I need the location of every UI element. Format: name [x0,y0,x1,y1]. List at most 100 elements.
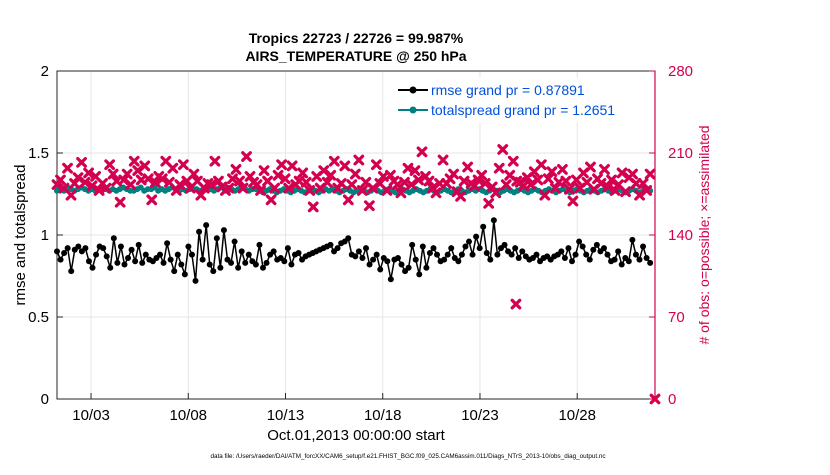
rmse-point [412,256,419,263]
rmse-point [284,245,291,252]
rmse-point [640,243,647,250]
obs-assimilated-point [641,185,653,196]
obs-assimilated-point [265,194,277,206]
obs-assimilated-point [167,162,179,174]
obs-assimilated-point [363,200,375,212]
legend: rmse grand pr = 0.87891 totalspread gran… [394,78,649,122]
rmse-point [434,251,441,258]
right-tick-label: 140 [668,227,693,244]
left-axis-ticks: 0 0.5 1 1.5 2 [28,63,63,408]
rmse-point [384,258,391,265]
obs-assimilated-point [546,166,558,178]
obs-assimilated-point [599,164,610,175]
rmse-point [508,251,515,258]
rmse-point [64,245,71,252]
obs-assimilated-point [539,189,551,201]
rmse-point [213,235,220,242]
rmse-point [419,243,426,250]
obs-assimilated-point [437,154,449,166]
obs-assimilated-point [255,185,266,196]
obs-assimilated-point [258,165,270,176]
rmse-point [210,268,217,275]
rmse-point [586,256,593,263]
rmse-point [107,264,114,271]
obs-assimilated-point [62,162,73,174]
rmse-point [217,264,224,271]
obs-assimilated-point [395,187,407,199]
rmse-point [647,259,654,266]
obs-assimilated-point [510,298,522,310]
rmse-point [483,250,490,257]
rmse-point [260,264,267,271]
left-tick-label: 0 [41,391,49,408]
rmse-point [100,245,107,252]
rmse-point [519,248,526,255]
obs-assimilated-point [297,167,309,179]
rmse-point [565,245,572,252]
rmse-point [199,256,206,263]
obs-assimilated-point [128,155,140,167]
obs-assimilated-point [321,176,333,188]
obs-assimilated-point [455,190,467,202]
obs-assimilated-point [525,179,537,191]
x-tick-label: 10/08 [169,407,207,424]
obs-assimilated-point [507,155,519,167]
rmse-point [363,245,370,252]
obs-assimilated-point [241,151,252,162]
obs-assimilated-point [223,182,235,194]
obs-assimilated-point [567,195,579,207]
obs-assimilated-point [206,179,217,191]
obs-assimilated-point [339,160,351,172]
x-tick-label: 10/13 [267,407,305,424]
right-axis-ticks: 0 70 140 210 280 [649,63,693,408]
obs-assimilated-point [234,175,245,187]
rmse-point [590,246,597,253]
rmse-point [206,261,213,268]
rmse-point [188,251,195,258]
obs-assimilated-point [335,178,347,189]
obs-assimilated-series [51,144,661,405]
rmse-point [263,259,270,266]
rmse-point [487,256,494,263]
rmse-point [103,253,110,260]
obs-assimilated-point [174,179,186,191]
obs-assimilated-point [304,185,316,196]
obs-assimilated-point [462,161,474,173]
obs-assimilated-point [342,194,354,206]
obs-assimilated-point [146,194,158,206]
obs-assimilated-point [251,179,263,191]
obs-assimilated-point [413,174,424,186]
x-tick-label: 10/03 [72,407,110,424]
rmse-point [473,233,480,240]
rmse-point [121,261,128,268]
rmse-point [600,245,607,252]
obs-assimilated-point [244,171,256,182]
rmse-point [82,245,89,252]
rmse-point [359,254,366,261]
data-file-footer: data file: /Users/raeder/DAI/ATM_forcXX/… [210,453,605,460]
obs-assimilated-point [416,146,428,158]
rmse-point [125,254,132,261]
rmse-point [370,256,377,263]
obs-assimilated-point [430,187,442,199]
legend-spread-marker [409,106,417,114]
rmse-point [132,258,139,265]
rmse-point [288,261,295,268]
rmse-point [618,261,625,268]
obs-assimilated-point [65,189,77,201]
rmse-point [167,256,174,263]
obs-assimilated-point [149,176,161,188]
rmse-point [579,243,586,250]
left-axis-label: rmse and totalspread [12,165,29,306]
rmse-point [164,240,171,247]
obs-assimilated-point [269,182,281,194]
rmse-point [85,258,92,265]
obs-assimilated-point [556,164,568,175]
obs-assimilated-point [72,172,84,183]
obs-assimilated-point [627,168,638,180]
rmse-point [572,251,579,258]
rmse-point [295,250,302,257]
obs-assimilated-point [307,201,319,213]
legend-rmse-marker [409,86,417,94]
obs-assimilated-point [100,182,112,194]
